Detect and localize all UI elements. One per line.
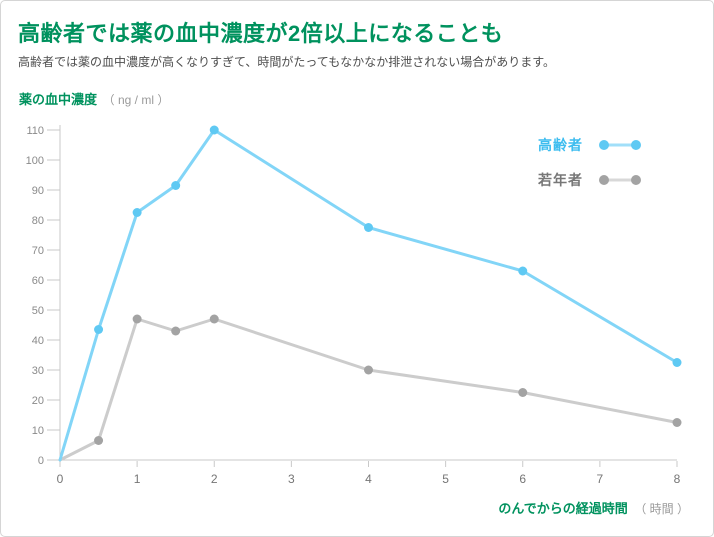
svg-text:8: 8 [674,472,681,486]
svg-text:0: 0 [57,472,64,486]
x-axis-title: のんでからの経過時間 （ 時間 ） [498,498,689,517]
svg-text:5: 5 [442,472,449,486]
svg-text:2: 2 [211,472,218,486]
svg-text:4: 4 [365,472,372,486]
legend-label-elderly: 高齢者 [538,137,583,153]
svg-text:100: 100 [26,155,44,167]
svg-text:60: 60 [32,275,44,287]
legend-item-young: 若年者 [538,168,643,192]
svg-text:0: 0 [38,455,44,467]
svg-text:3: 3 [288,472,295,486]
svg-text:50: 50 [32,305,44,317]
elderly-line-marker-icon [599,140,641,150]
series-1 [58,314,682,462]
x-axis-title-text: のんでからの経過時間 [498,501,628,516]
page-subtitle: 高齢者では薬の血中濃度が高くなりすぎて、時間がたってもなかなか排泄されない場合が… [18,55,556,69]
y-axis-title-text: 薬の血中濃度 [19,92,98,107]
svg-text:20: 20 [32,395,44,407]
svg-text:10: 10 [32,425,44,437]
young-line-marker-icon [599,175,641,185]
legend-item-elderly: 高齢者 [538,133,643,157]
chart-legend: 高齢者 若年者 [538,133,643,203]
svg-text:90: 90 [32,185,44,197]
svg-text:7: 7 [597,472,604,486]
y-axis-unit: （ ng / ml ） [102,93,170,107]
x-axis-unit: （ 時間 ） [634,502,689,516]
page-title: 高齢者では薬の血中濃度が2倍以上になることも [18,21,504,46]
svg-text:1: 1 [134,472,141,486]
svg-text:70: 70 [32,245,44,257]
legend-label-young: 若年者 [538,172,583,188]
series-0 [58,125,682,462]
svg-text:30: 30 [32,365,44,377]
svg-text:110: 110 [26,125,44,137]
y-axis-title: 薬の血中濃度 （ ng / ml ） [19,89,169,108]
svg-text:80: 80 [32,215,44,227]
svg-text:6: 6 [519,472,526,486]
svg-text:40: 40 [32,335,44,347]
